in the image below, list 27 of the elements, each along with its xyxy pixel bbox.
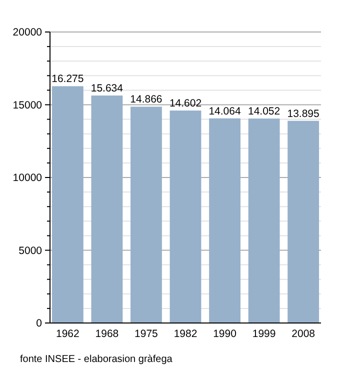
y-tick-label: 20000 (12, 26, 42, 39)
data-label: 15.634 (90, 82, 124, 95)
data-label: 14.866 (130, 94, 162, 106)
x-tick-label: 1982 (174, 328, 198, 340)
x-tick-label: 1990 (213, 328, 237, 340)
y-tick-label: 0 (36, 318, 42, 330)
source-note: fonte INSEE - elaborasion gràfega (20, 354, 173, 365)
bar (209, 118, 240, 323)
data-label: 14.602 (169, 98, 202, 110)
bar (288, 120, 320, 323)
bar (170, 110, 202, 323)
x-tick-label: 1962 (56, 328, 80, 340)
data-label: 13.895 (287, 108, 320, 120)
y-tick-label: 5000 (18, 244, 42, 257)
y-tick-label: 15000 (12, 99, 42, 112)
data-label: 16.275 (52, 73, 84, 86)
x-tick-label: 1968 (95, 328, 119, 340)
x-tick-label: 1975 (134, 328, 158, 340)
data-label: 14.052 (248, 106, 280, 118)
data-label: 14.064 (208, 105, 241, 118)
x-tick-label: 2008 (292, 328, 316, 340)
bar (91, 96, 123, 323)
bar (248, 118, 280, 323)
bar (130, 106, 162, 323)
y-tick-label: 10000 (12, 172, 42, 184)
x-tick-label: 1999 (252, 328, 276, 340)
bar (52, 86, 84, 323)
